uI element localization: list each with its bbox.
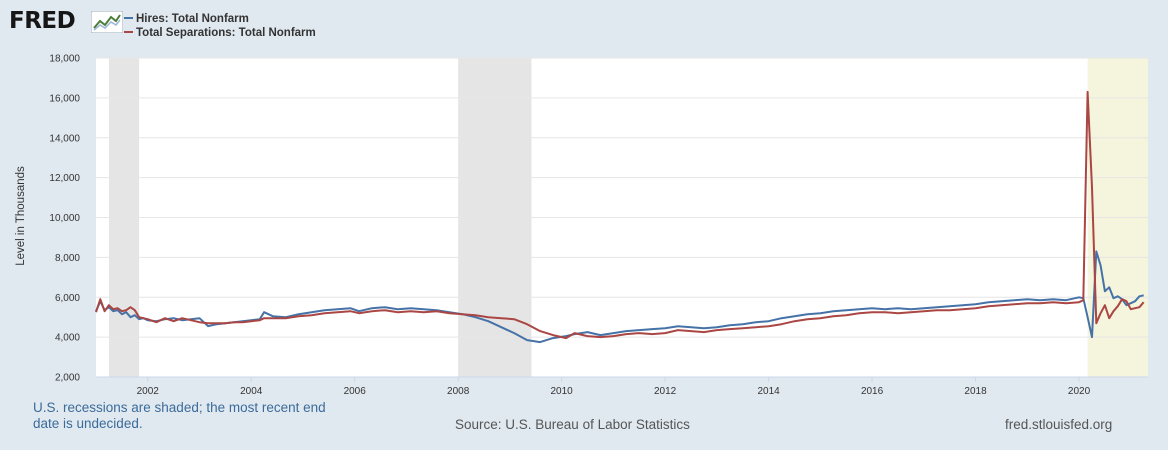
x-tick-label: 2002 [137,386,160,397]
x-tick-label: 2020 [1068,386,1091,397]
series-lines [95,90,1145,344]
y-tick-label: 2,000 [55,373,80,384]
y-tick-label: 4,000 [55,333,80,344]
y-tick-label: 10,000 [49,213,80,224]
x-tick-label: 2012 [654,386,677,397]
x-tick-label: 2010 [551,386,574,397]
legend-label-separations: Total Separations: Total Nonfarm [136,27,316,39]
x-tick-label: 2008 [447,386,470,397]
source-note: Source: U.S. Bureau of Labor Statistics [455,417,690,432]
x-tick-label: 2004 [240,386,263,397]
chart-legend: Hires: Total Nonfarm Total Separations: … [124,12,316,40]
series-line-separations [95,90,1145,340]
fred-logo-text: FRED [9,8,76,34]
y-tick-label: 16,000 [49,93,80,104]
y-tick-label: 6,000 [55,293,80,304]
series-line-hires [95,250,1144,344]
legend-label-hires: Hires: Total Nonfarm [136,13,249,25]
y-tick-label: 18,000 [49,54,80,65]
x-tick-label: 2006 [344,386,367,397]
legend-item-separations[interactable]: Total Separations: Total Nonfarm [124,26,316,40]
legend-item-hires[interactable]: Hires: Total Nonfarm [124,12,316,26]
x-tick-label: 2016 [861,386,884,397]
line-chart[interactable]: 2,000 4,000 6,000 8,000 10,000 12,000 14,000 16… [0,48,1168,400]
x-axis: 2002 2004 2006 2008 2010 2012 2014 2016 2018 2020 [96,376,1148,397]
gridlines [96,57,1148,378]
legend-swatch-hires [124,16,133,19]
x-tick-label: 2014 [757,386,780,397]
y-axis-title: Level in Thousands [15,166,27,266]
y-axis: 2,000 4,000 6,000 8,000 10,000 12,000 14,000 16… [49,54,80,384]
recession-note: U.S. recessions are shaded; the most rec… [33,400,326,431]
y-tick-label: 14,000 [49,133,80,144]
y-tick-label: 8,000 [55,253,80,264]
chart-header: FRED Hires: Total Nonfarm Total Separati… [0,0,1168,50]
y-tick-label: 12,000 [49,173,80,184]
fred-chart-logo-icon [91,11,123,33]
source-link[interactable]: fred.stlouisfed.org [1005,417,1113,432]
x-tick-label: 2018 [964,386,987,397]
legend-swatch-separations [124,30,133,33]
